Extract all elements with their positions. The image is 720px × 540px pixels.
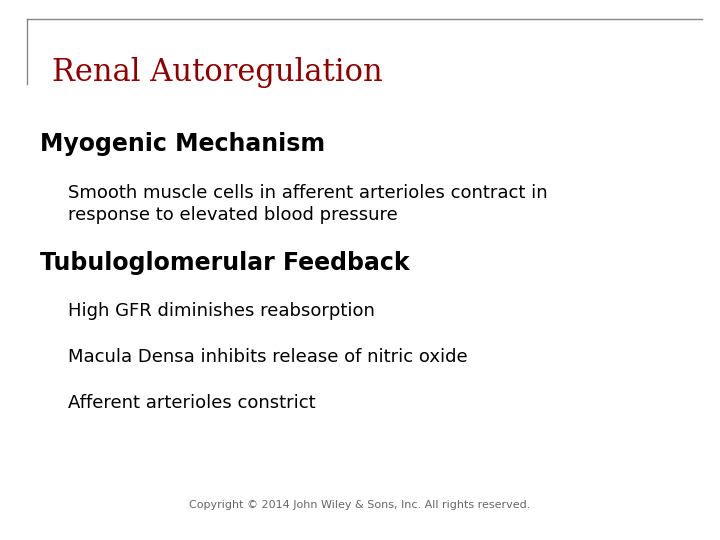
Text: Macula Densa inhibits release of nitric oxide: Macula Densa inhibits release of nitric …: [68, 348, 468, 366]
Text: Smooth muscle cells in afferent arterioles contract in
response to elevated bloo: Smooth muscle cells in afferent arteriol…: [68, 184, 548, 225]
Text: Copyright © 2014 John Wiley & Sons, Inc. All rights reserved.: Copyright © 2014 John Wiley & Sons, Inc.…: [189, 500, 531, 510]
Text: Renal Autoregulation: Renal Autoregulation: [52, 57, 382, 87]
Text: Tubuloglomerular Feedback: Tubuloglomerular Feedback: [40, 251, 409, 275]
Text: Myogenic Mechanism: Myogenic Mechanism: [40, 132, 325, 156]
Text: High GFR diminishes reabsorption: High GFR diminishes reabsorption: [68, 302, 375, 320]
Text: Afferent arterioles constrict: Afferent arterioles constrict: [68, 394, 316, 412]
